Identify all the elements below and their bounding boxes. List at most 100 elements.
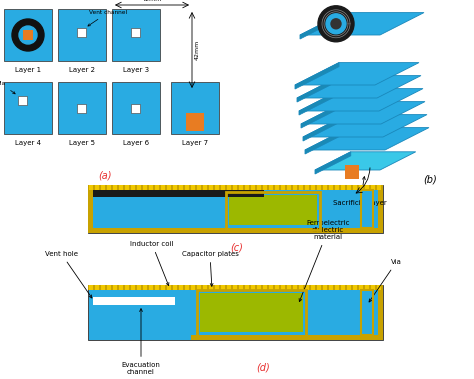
- Bar: [155, 185, 159, 190]
- Bar: [347, 285, 351, 290]
- Bar: [167, 185, 171, 190]
- Bar: [161, 285, 165, 290]
- Bar: [299, 185, 303, 190]
- Bar: [107, 285, 111, 290]
- Bar: [215, 185, 219, 190]
- Bar: [18, 96, 27, 105]
- Bar: [89, 185, 93, 190]
- Bar: [377, 185, 381, 190]
- Polygon shape: [303, 114, 347, 141]
- Bar: [227, 185, 231, 190]
- Bar: [378, 285, 383, 340]
- Bar: [323, 285, 327, 290]
- Bar: [119, 285, 123, 290]
- Bar: [251, 185, 255, 190]
- Bar: [95, 185, 99, 190]
- Bar: [353, 185, 357, 190]
- Bar: [119, 185, 123, 190]
- Bar: [191, 335, 383, 340]
- Bar: [131, 28, 140, 36]
- Bar: [311, 285, 315, 290]
- Bar: [361, 190, 373, 228]
- Bar: [167, 285, 171, 290]
- Text: Layer 5: Layer 5: [69, 140, 95, 146]
- Circle shape: [331, 19, 341, 29]
- Bar: [305, 185, 309, 190]
- Bar: [171, 82, 219, 134]
- Text: Layer 2: Layer 2: [69, 67, 95, 73]
- Bar: [371, 285, 375, 290]
- Bar: [361, 290, 373, 335]
- Bar: [269, 185, 273, 190]
- Bar: [341, 185, 345, 190]
- Circle shape: [12, 19, 44, 51]
- Bar: [112, 9, 160, 61]
- Bar: [78, 28, 86, 36]
- Bar: [281, 285, 285, 290]
- Bar: [329, 185, 333, 190]
- Bar: [227, 285, 231, 290]
- Text: Inductor coil: Inductor coil: [130, 241, 174, 285]
- Bar: [197, 290, 306, 337]
- Bar: [257, 185, 261, 190]
- Text: Vent hole: Vent hole: [45, 251, 92, 298]
- Bar: [359, 285, 363, 290]
- Bar: [361, 290, 373, 335]
- Bar: [113, 285, 117, 290]
- Bar: [311, 185, 315, 190]
- Bar: [233, 185, 237, 190]
- Bar: [197, 285, 201, 290]
- Bar: [233, 285, 237, 290]
- Polygon shape: [297, 75, 341, 102]
- Bar: [112, 82, 160, 134]
- Bar: [179, 285, 183, 290]
- Text: Layer 1: Layer 1: [15, 67, 41, 73]
- Bar: [281, 185, 285, 190]
- Polygon shape: [303, 114, 427, 137]
- Bar: [293, 185, 297, 190]
- Polygon shape: [315, 152, 416, 170]
- Bar: [88, 185, 383, 190]
- Bar: [173, 185, 177, 190]
- Bar: [335, 285, 339, 290]
- Bar: [209, 185, 213, 190]
- Bar: [191, 185, 195, 190]
- Bar: [93, 297, 175, 305]
- Bar: [113, 185, 117, 190]
- Bar: [293, 285, 297, 290]
- Bar: [200, 293, 303, 332]
- Bar: [58, 9, 106, 61]
- Bar: [149, 285, 153, 290]
- Bar: [345, 165, 359, 179]
- Text: (a): (a): [98, 170, 112, 180]
- Bar: [101, 285, 105, 290]
- Bar: [203, 185, 207, 190]
- Bar: [239, 185, 243, 190]
- Bar: [88, 285, 383, 290]
- Bar: [185, 185, 189, 190]
- Text: Via: Via: [369, 259, 402, 302]
- Bar: [263, 185, 267, 190]
- Bar: [191, 285, 195, 290]
- Bar: [287, 285, 291, 290]
- Polygon shape: [300, 13, 344, 39]
- Text: Evacuation
channel: Evacuation channel: [121, 309, 160, 375]
- Bar: [143, 185, 147, 190]
- Polygon shape: [297, 75, 421, 98]
- Bar: [88, 228, 383, 233]
- Bar: [269, 285, 273, 290]
- Bar: [4, 82, 52, 134]
- Bar: [317, 185, 321, 190]
- Bar: [185, 285, 189, 290]
- Bar: [347, 185, 351, 190]
- Bar: [275, 285, 279, 290]
- Bar: [197, 185, 201, 190]
- Bar: [371, 185, 375, 190]
- Bar: [229, 195, 317, 225]
- Circle shape: [19, 26, 37, 44]
- Bar: [226, 192, 320, 230]
- Polygon shape: [295, 63, 339, 89]
- Bar: [329, 285, 333, 290]
- Bar: [299, 285, 303, 290]
- Bar: [173, 285, 177, 290]
